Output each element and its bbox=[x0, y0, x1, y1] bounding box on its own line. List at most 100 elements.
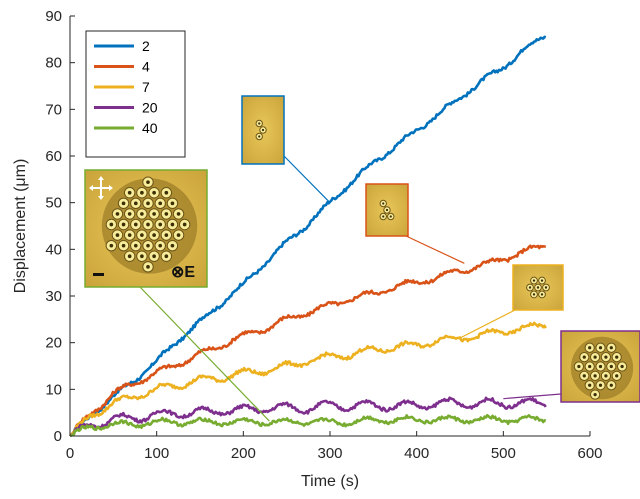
particle-core bbox=[140, 254, 144, 259]
particle-core bbox=[152, 212, 156, 216]
legend-box bbox=[85, 30, 186, 158]
particle-core bbox=[176, 233, 181, 237]
y-tick-label: 0 bbox=[54, 428, 62, 445]
particle-core bbox=[598, 383, 603, 387]
particle-core bbox=[146, 201, 150, 206]
particle-core bbox=[258, 135, 261, 138]
particle-core bbox=[532, 293, 536, 296]
particle-core bbox=[176, 212, 181, 216]
particle-core bbox=[133, 222, 138, 227]
inset-20 bbox=[503, 330, 640, 403]
particle-core bbox=[146, 265, 150, 269]
particle-core bbox=[121, 201, 126, 206]
particle-core bbox=[615, 355, 619, 359]
particle-core bbox=[140, 212, 144, 216]
x-axis-title: Time (s) bbox=[301, 473, 359, 490]
series-line-40 bbox=[69, 414, 547, 438]
scale-bar bbox=[93, 273, 104, 276]
particle-core bbox=[389, 215, 392, 218]
x-tick-label: 600 bbox=[577, 445, 602, 462]
particle-core bbox=[609, 364, 613, 369]
particle-core bbox=[152, 254, 156, 259]
y-axis-title: Displacement (μm) bbox=[12, 159, 29, 294]
y-tick-label: 30 bbox=[45, 288, 62, 305]
inset-2 bbox=[241, 95, 331, 204]
particle-core bbox=[258, 122, 261, 125]
particle-core bbox=[152, 233, 156, 237]
particle-core bbox=[598, 346, 603, 350]
particle-core bbox=[133, 243, 138, 248]
particle-core bbox=[127, 233, 132, 237]
particle-core bbox=[146, 180, 150, 184]
inset-leader-line bbox=[139, 286, 270, 422]
inset-4 bbox=[365, 183, 465, 264]
inset-leader-line bbox=[283, 155, 331, 204]
particle-core bbox=[140, 190, 144, 195]
particle-core bbox=[261, 128, 265, 132]
particle-core bbox=[536, 286, 540, 289]
particle-core bbox=[532, 279, 536, 282]
particle-core bbox=[121, 222, 126, 227]
particle-core bbox=[133, 201, 138, 206]
particle-core bbox=[115, 212, 120, 216]
particle-core bbox=[577, 364, 581, 369]
y-tick-label: 50 bbox=[45, 195, 62, 212]
inset-7 bbox=[459, 264, 564, 339]
legend-label-2: 2 bbox=[142, 38, 150, 54]
particle-core bbox=[604, 355, 608, 359]
y-tick-label: 90 bbox=[45, 8, 62, 25]
inset-leader-line bbox=[405, 235, 465, 264]
series-line-2 bbox=[69, 35, 547, 437]
particle-core bbox=[382, 215, 385, 218]
particle-core bbox=[170, 243, 175, 248]
particle-core bbox=[588, 364, 592, 369]
series-line-7 bbox=[69, 321, 547, 437]
particle-core bbox=[109, 243, 114, 248]
inset-leader-line bbox=[503, 393, 562, 400]
particle-core bbox=[158, 201, 163, 206]
particle-core bbox=[540, 279, 544, 282]
particle-core bbox=[593, 355, 597, 359]
particle-core bbox=[158, 243, 163, 248]
particle-core bbox=[385, 208, 389, 212]
x-tick-label: 0 bbox=[66, 445, 74, 462]
legend: 2 4 7 20 40 bbox=[85, 30, 186, 158]
particle-core bbox=[593, 374, 597, 378]
particle-core bbox=[146, 243, 150, 248]
particle-core bbox=[127, 254, 132, 259]
particle-core bbox=[170, 222, 175, 227]
crossed-polarizer-icon bbox=[91, 178, 111, 198]
particle-core bbox=[127, 212, 132, 216]
particle-core bbox=[109, 222, 114, 227]
particle-core bbox=[582, 355, 586, 359]
y-tick-label: 70 bbox=[45, 101, 62, 118]
particle-core bbox=[604, 374, 608, 378]
y-tick-label: 60 bbox=[45, 148, 62, 165]
y-tick-label: 20 bbox=[45, 335, 62, 352]
legend-label-40: 40 bbox=[142, 120, 158, 136]
particle-core bbox=[170, 201, 175, 206]
particle-core bbox=[158, 222, 163, 227]
particle-core bbox=[588, 346, 592, 350]
axes: 0 100 200 300 400 500 600 0 10 20 30 40 50 60 70 80 90 bbox=[45, 8, 602, 462]
particle-core bbox=[182, 222, 187, 227]
particle-core bbox=[609, 346, 613, 350]
particle-core bbox=[588, 383, 592, 387]
field-direction-label: ⊗E bbox=[171, 264, 195, 281]
plot-area bbox=[69, 35, 547, 438]
y-tick-label: 80 bbox=[45, 55, 62, 72]
particle-core bbox=[382, 202, 385, 205]
particle-core bbox=[615, 374, 619, 378]
x-tick-label: 400 bbox=[404, 445, 429, 462]
series-line-20 bbox=[69, 396, 547, 438]
particle-core bbox=[598, 364, 603, 369]
particle-core bbox=[152, 190, 156, 195]
legend-label-4: 4 bbox=[142, 59, 150, 75]
particle-core bbox=[544, 286, 548, 289]
x-tick-label: 500 bbox=[491, 445, 516, 462]
particle-core bbox=[164, 254, 169, 259]
y-tick-label: 10 bbox=[45, 381, 62, 398]
particle-core bbox=[582, 374, 586, 378]
particle-core bbox=[540, 293, 544, 296]
